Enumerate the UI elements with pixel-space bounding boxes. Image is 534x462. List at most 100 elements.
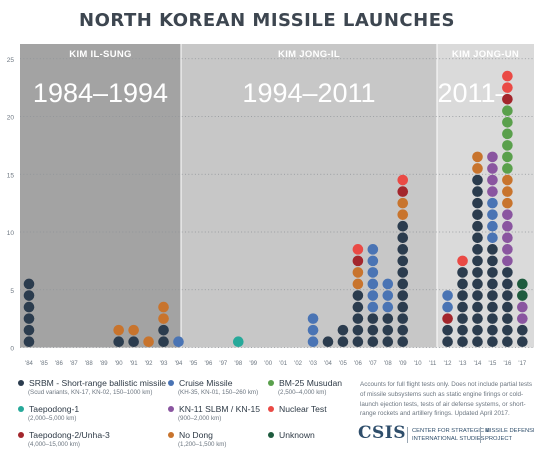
launch-dot-srbm [397, 336, 409, 348]
launch-dot-kn11 [502, 244, 513, 255]
launch-dot-srbm [158, 336, 169, 348]
era-header-band [181, 44, 437, 63]
era-header-band [20, 44, 181, 63]
launch-dot-srbm [457, 301, 468, 313]
y-tick-label: 10 [7, 230, 15, 237]
era-leader-label: KIM IL-SUNG [69, 49, 131, 60]
launch-dot-srbm [472, 290, 483, 301]
x-tick-label: '99 [249, 361, 257, 367]
x-tick-label: '17 [518, 361, 526, 367]
legend-unknown-label: Unknown [279, 430, 315, 440]
launch-dot-nodong [472, 151, 483, 163]
launch-dot-srbm [128, 336, 139, 348]
launch-dot-kn11 [487, 174, 498, 186]
x-tick-label: '93 [160, 361, 168, 367]
x-tick-label: '01 [279, 361, 287, 367]
launch-dot-cruise [307, 324, 319, 336]
csis-project-line1: MISSILE DEFENSE [485, 428, 534, 434]
launch-dot-cruise [442, 290, 453, 301]
launch-dot-cruise [367, 267, 379, 278]
launch-dot-srbm [457, 324, 468, 336]
launch-dot-taepodong2 [397, 186, 409, 197]
legend-taepodong2-label: Taepodong-2/Unha-3 [29, 430, 110, 440]
legend-taepodong2: Taepodong-2/Unha-3 (4,000–15,000 km) [18, 430, 110, 448]
launch-dot-kn11 [487, 186, 498, 197]
launch-dot-cruise [367, 278, 379, 290]
launch-dot-srbm [457, 313, 468, 324]
launch-dot-nodong [397, 209, 409, 220]
launch-dot-nodong [143, 336, 154, 348]
launch-dot-srbm [397, 324, 409, 336]
legend-taepodong1: Taepodong-1 (2,000–5,000 km) [18, 404, 79, 422]
x-tick-label: '05 [339, 361, 347, 367]
launch-dot-nuclear [352, 244, 364, 255]
legend-taepodong1-sub: (2,000–5,000 km) [28, 415, 77, 422]
launch-dot-musudan [502, 163, 513, 174]
musudan-swatch [268, 380, 274, 386]
legend-srbm-sub: (Scud variants, KN-17, KN-02, 150–1000 k… [28, 389, 153, 396]
legend-musudan-sub: (2,500–4,000 km) [278, 389, 327, 396]
launch-dot-srbm [322, 336, 334, 348]
legend-unknown: Unknown [268, 430, 315, 440]
launch-dot-kn11 [487, 163, 498, 174]
unknown-swatch [268, 432, 274, 438]
launch-dot-kn11 [517, 301, 528, 313]
launch-dot-srbm [502, 324, 513, 336]
launch-dot-srbm [457, 267, 468, 278]
launch-dot-nodong [128, 324, 139, 336]
launch-dot-musudan [502, 128, 513, 140]
y-tick-label: 15 [7, 172, 15, 179]
csis-logo[interactable]: CSIS [358, 423, 407, 443]
launch-dot-srbm [487, 244, 498, 255]
legend-musudan: BM-25 Musudan (2,500–4,000 km) [268, 378, 342, 396]
launch-dot-srbm [472, 255, 483, 267]
launch-dot-srbm [352, 336, 364, 348]
x-tick-label: '04 [324, 361, 332, 367]
x-tick-label: '15 [489, 361, 497, 367]
launch-dot-srbm [397, 313, 409, 324]
launch-dot-musudan [502, 105, 513, 117]
legend-nodong-label: No Dong [179, 430, 213, 440]
launch-dot-srbm [472, 244, 483, 255]
launch-dot-taepodong2 [442, 313, 453, 324]
launch-dot-nuclear [397, 174, 409, 186]
launch-dot-cruise [307, 313, 319, 324]
x-tick-label: '98 [234, 361, 242, 367]
csis-center-line2: INTERNATIONAL STUDIES [412, 436, 485, 442]
legend-nodong: No Dong (1,200–1,500 km) [168, 430, 227, 448]
launch-dot-srbm [502, 301, 513, 313]
launch-dot-nuclear [457, 255, 468, 267]
launch-dot-srbm [487, 255, 498, 267]
launch-dot-nuclear [502, 70, 513, 82]
legend-cruise-label: Cruise Missile [179, 378, 233, 388]
launch-dot-srbm [397, 290, 409, 301]
launch-dot-nodong [352, 278, 364, 290]
y-tick-label: 20 [7, 115, 15, 122]
nodong-swatch [168, 432, 174, 438]
launch-dot-srbm [397, 267, 409, 278]
launch-dot-srbm [382, 313, 394, 324]
launch-dot-cruise [487, 232, 498, 244]
launch-dot-srbm [23, 290, 35, 301]
launch-dot-srbm [517, 324, 528, 336]
launch-dot-srbm [502, 278, 513, 290]
launch-dot-musudan [502, 151, 513, 163]
x-tick-label: '10 [414, 361, 422, 367]
launch-dot-cruise [487, 220, 498, 232]
launch-dot-kn11 [502, 232, 513, 244]
launch-dot-srbm [382, 324, 394, 336]
launch-dot-srbm [397, 232, 409, 244]
launch-dot-srbm [487, 267, 498, 278]
launch-dot-srbm [472, 174, 483, 186]
x-tick-label: '08 [384, 361, 392, 367]
launch-dot-srbm [487, 301, 498, 313]
launch-dot-srbm [352, 290, 364, 301]
launch-dot-kn11 [502, 220, 513, 232]
launch-dot-srbm [397, 220, 409, 232]
x-tick-label: '07 [369, 361, 377, 367]
launch-dot-cruise [382, 290, 394, 301]
csis-center-name: CENTER FOR STRATEGIC & INTERNATIONAL STU… [407, 427, 490, 443]
launch-dot-srbm [442, 336, 453, 348]
launch-dot-srbm [397, 244, 409, 255]
x-tick-label: '00 [264, 361, 272, 367]
